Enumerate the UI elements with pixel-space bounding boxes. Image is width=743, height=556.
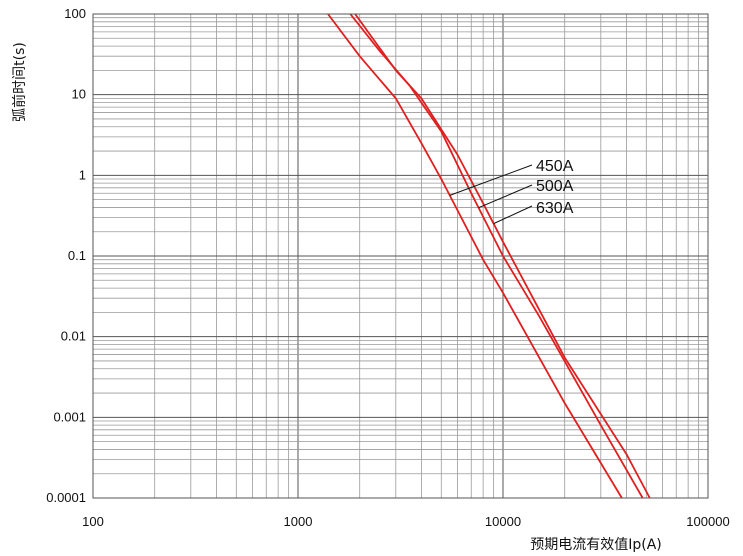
x-tick-label: 10000 <box>485 514 521 529</box>
curve-450a <box>327 13 623 499</box>
y-tick-label: 1 <box>79 167 86 182</box>
legend-label-500a: 500A <box>536 178 574 195</box>
legend-leader-line <box>478 184 533 209</box>
legend-label-450a: 450A <box>536 158 574 175</box>
x-tick-label: 100 <box>82 514 104 529</box>
y-tick-label: 0.0001 <box>46 490 86 505</box>
legend-leader-line <box>493 205 533 225</box>
y-tick-label: 0.01 <box>61 329 86 344</box>
curves <box>327 13 651 499</box>
y-tick-labels: 0.0001 0.001 0.01 0.1 1 10 100 <box>46 6 86 505</box>
legend-label-630a: 630A <box>536 200 574 217</box>
y-tick-label: 100 <box>64 6 86 21</box>
x-tick-label: 100000 <box>686 514 729 529</box>
grid <box>93 14 708 498</box>
plot-frame <box>92 13 709 499</box>
x-axis-label: 预期电流有效值Ip(A) <box>530 537 662 553</box>
y-tick-label: 10 <box>72 87 86 102</box>
curve-630a <box>354 13 651 499</box>
y-tick-label: 0.001 <box>53 409 86 424</box>
x-tick-labels: 100 1000 10000 100000 <box>82 514 730 529</box>
y-axis-label: 弧前时间t(s) <box>11 42 28 122</box>
legend-leaders <box>449 164 533 225</box>
x-tick-label: 1000 <box>284 514 313 529</box>
y-tick-label: 0.1 <box>68 248 86 263</box>
legend-leader-line <box>449 164 533 196</box>
